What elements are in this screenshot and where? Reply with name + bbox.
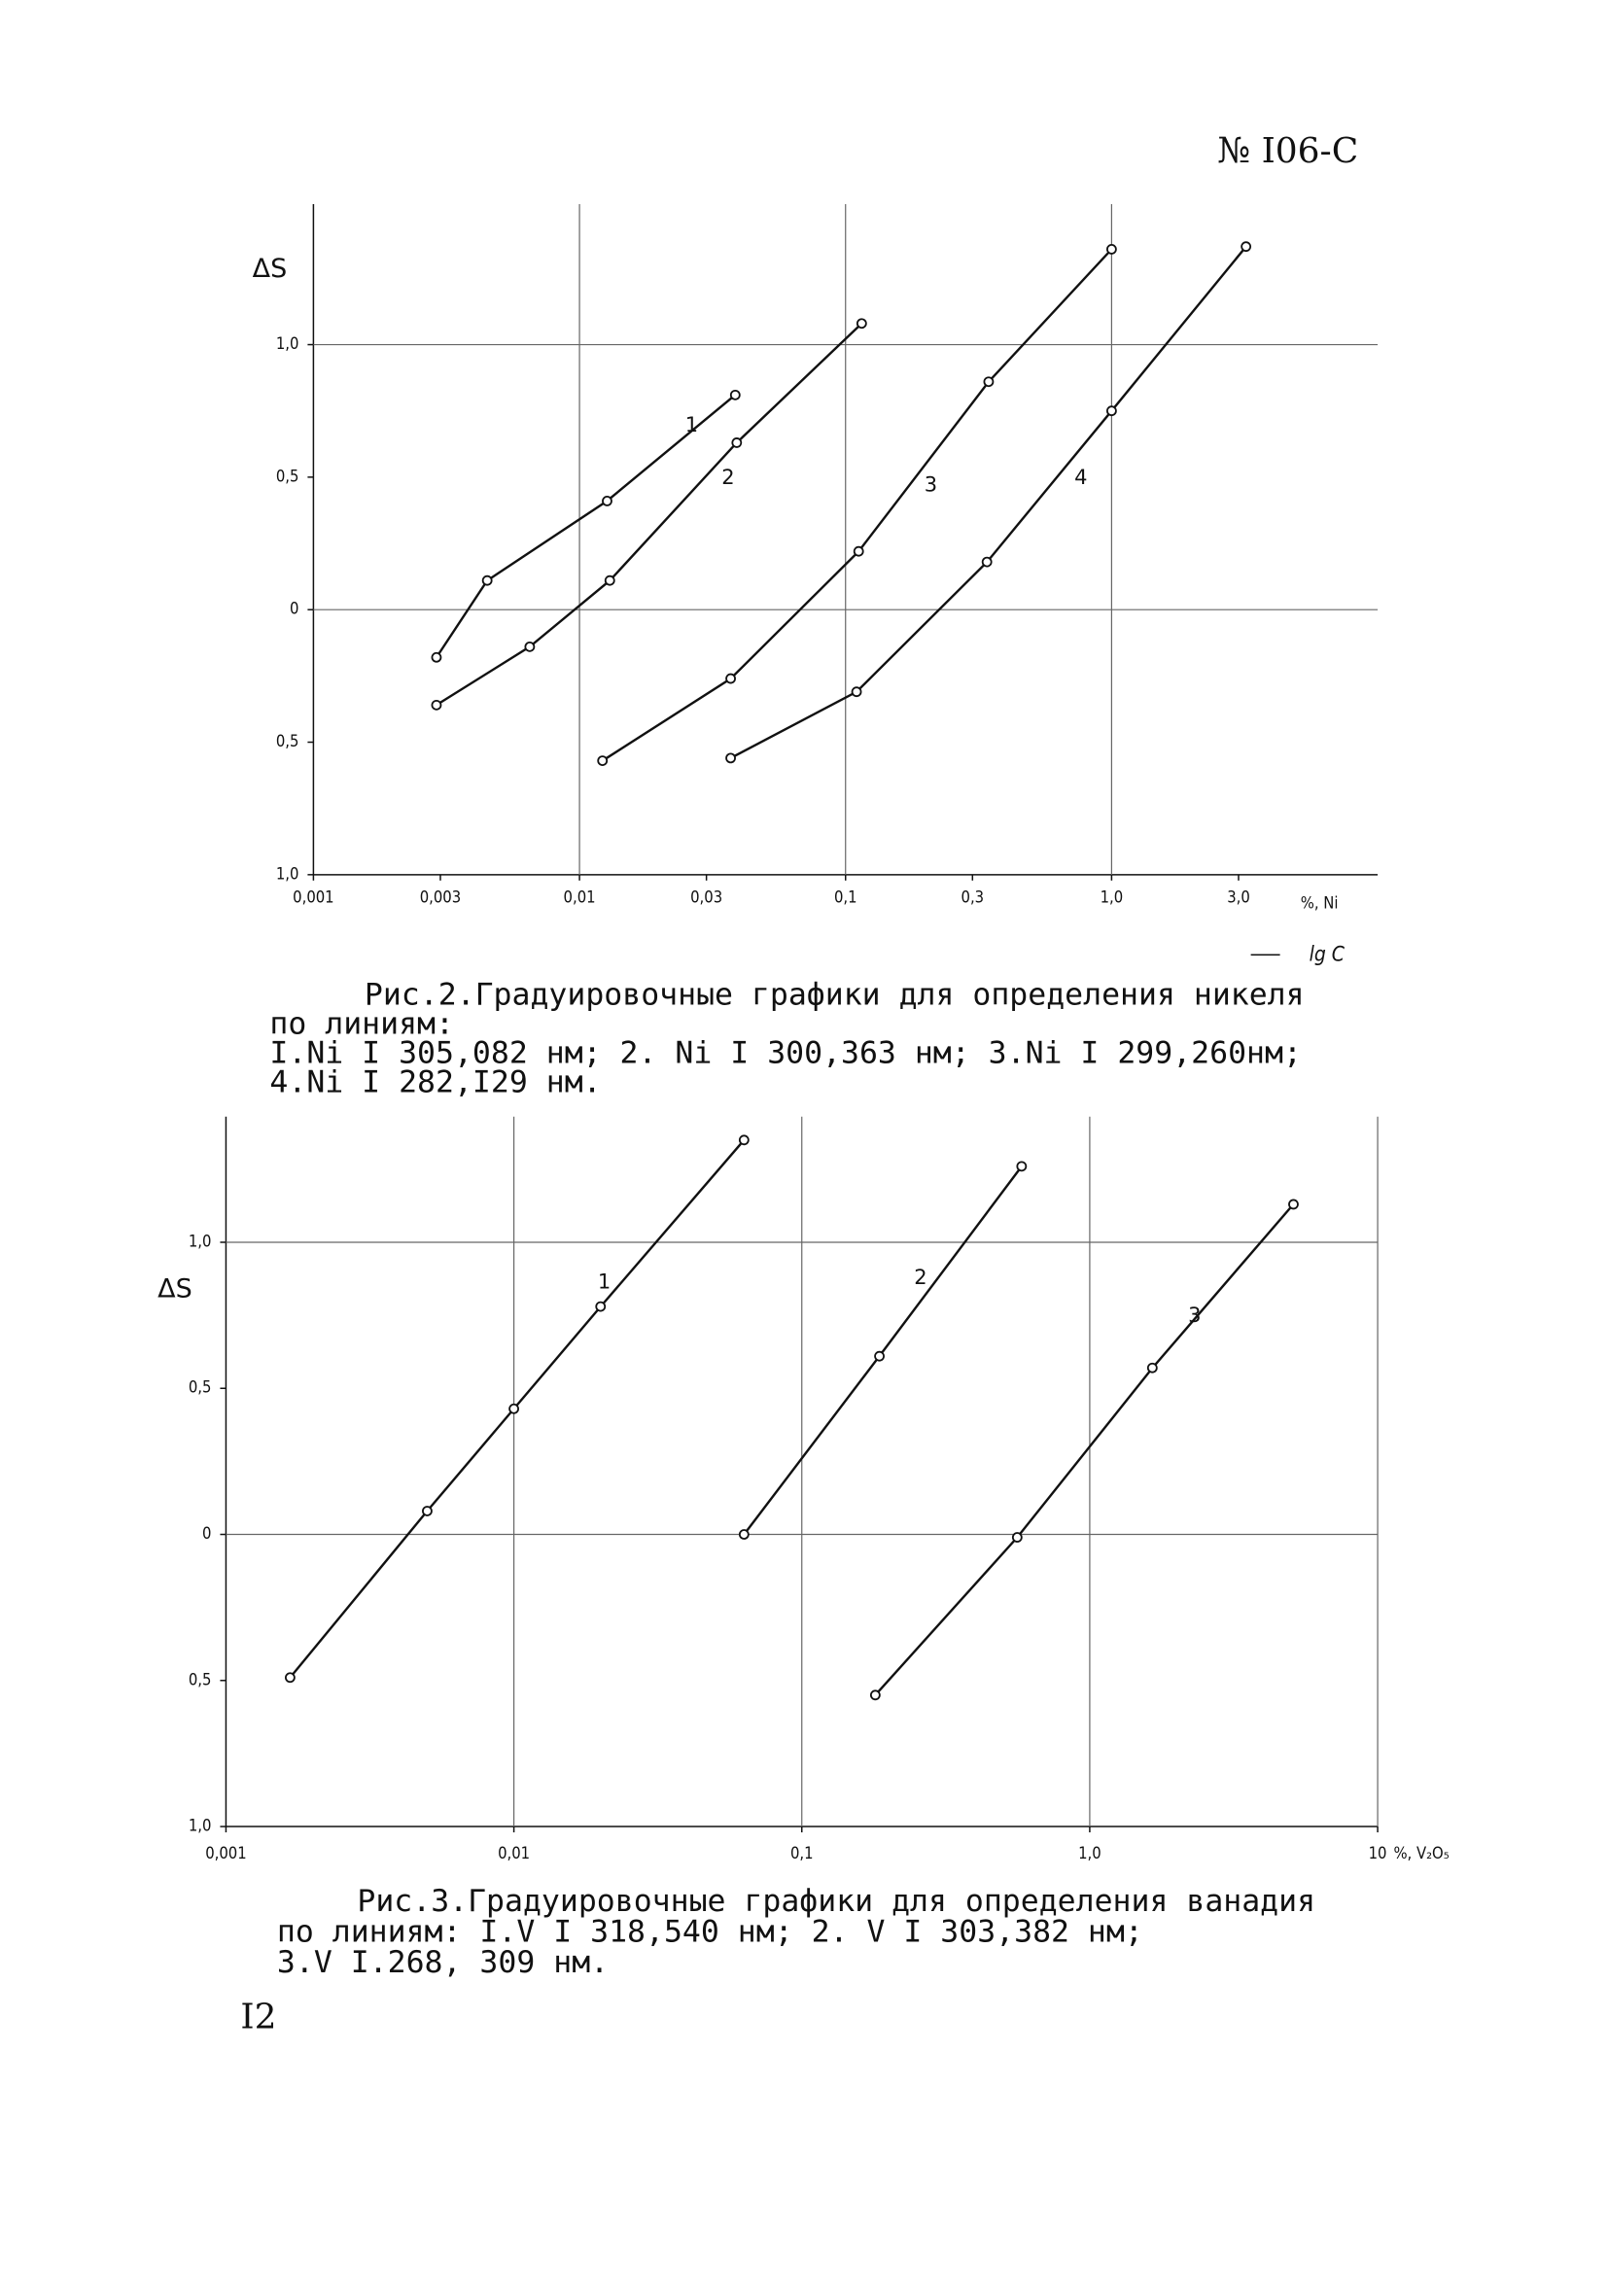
data-point [284,1672,296,1684]
series-label: 2 [721,466,734,489]
data-point [597,755,609,766]
y-axis-label: ΔS [157,1274,192,1305]
x-tick-label: 0,001 [205,1844,246,1862]
curve [435,394,736,658]
x-axis-label: %, V₂O₅ [1393,1844,1449,1862]
series-label: 1 [685,413,698,436]
data-point [431,651,442,663]
x-tick-label: 0,03 [690,887,722,906]
curve [874,1203,1295,1696]
data-point [869,1689,881,1701]
data-point [508,1403,519,1414]
data-point [595,1301,607,1312]
page-header: № I06-C [1217,131,1358,171]
series-label: 2 [914,1266,926,1289]
x-tick-label: 0,1 [834,887,857,906]
y-tick-label: 0,5 [276,467,299,485]
data-point [481,574,493,586]
caption-line: 4.Ni I 282,I29 нм. [269,1064,601,1099]
data-point [853,545,864,557]
x-tick-label: 10 [1369,1844,1387,1862]
y-tick-label: 1,0 [189,1232,212,1250]
data-point [1288,1199,1299,1210]
y-tick-label: 1,0 [276,334,299,353]
data-point [602,496,612,506]
y-tick-label: 0,5 [189,1378,212,1397]
data-point [1011,1532,1023,1543]
x-tick-label: 0,01 [564,887,596,906]
series-label: 1 [598,1270,611,1294]
curve [730,245,1247,759]
x-tick-label: 0,3 [961,887,985,906]
data-point [725,673,736,684]
data-point [524,641,536,652]
y-tick-label: 0,5 [189,1670,212,1688]
data-point [856,318,867,330]
x-tick-label: 1,0 [1101,887,1124,906]
data-point [981,556,993,568]
x-tick-label: 3,0 [1227,887,1250,906]
y-tick-label: 1,0 [276,864,299,883]
y-tick-label: 1,0 [189,1817,212,1835]
caption-line: Рис.2.Градуировочные графики для определ… [365,977,1305,1012]
y-tick-label: 0 [290,600,298,618]
x-tick-label: 0,001 [293,887,333,906]
data-point [1016,1161,1028,1172]
x-tick-label: 0,003 [420,887,461,906]
data-point [874,1350,885,1362]
data-point [731,437,743,448]
caption-line: по линиям: [269,1006,454,1041]
data-point [1146,1362,1158,1374]
data-point [851,686,862,698]
data-point [431,699,442,711]
curve [436,322,863,707]
series-label: 4 [1074,466,1087,489]
data-point [1106,405,1117,417]
y-tick-label: 0 [202,1524,211,1543]
data-point [604,574,615,586]
x-axis-label: lg C [1310,942,1346,965]
x-axis-label: %, Ni [1301,893,1339,912]
data-point [1106,243,1117,255]
caption-line: Рис.3.Градуировочные графики для определ… [357,1884,1315,1919]
data-point [738,1134,750,1146]
series-label: 3 [925,472,937,496]
caption-line: по линиям: I.V I 318,540 нм; 2. V I 303,… [277,1915,1143,1950]
data-point [422,1506,433,1516]
x-tick-label: 0,01 [498,1844,530,1862]
caption-line: 3.V I.268, 309 нм. [277,1945,609,1980]
x-tick-label: 1,0 [1078,1844,1101,1862]
page-number: I2 [240,1997,276,2036]
x-tick-label: 0,1 [790,1844,814,1862]
caption-line: I.Ni I 305,082 нм; 2. Ni I 300,363 нм; 3… [269,1035,1302,1070]
curve [743,1165,1023,1536]
data-point [725,752,736,764]
data-point [1241,241,1252,253]
data-point [983,376,995,388]
data-point [729,389,741,400]
data-point [738,1529,750,1540]
series-label: 3 [1188,1304,1201,1327]
y-tick-label: 0,5 [276,732,299,750]
y-axis-label: ΔS [253,254,288,284]
